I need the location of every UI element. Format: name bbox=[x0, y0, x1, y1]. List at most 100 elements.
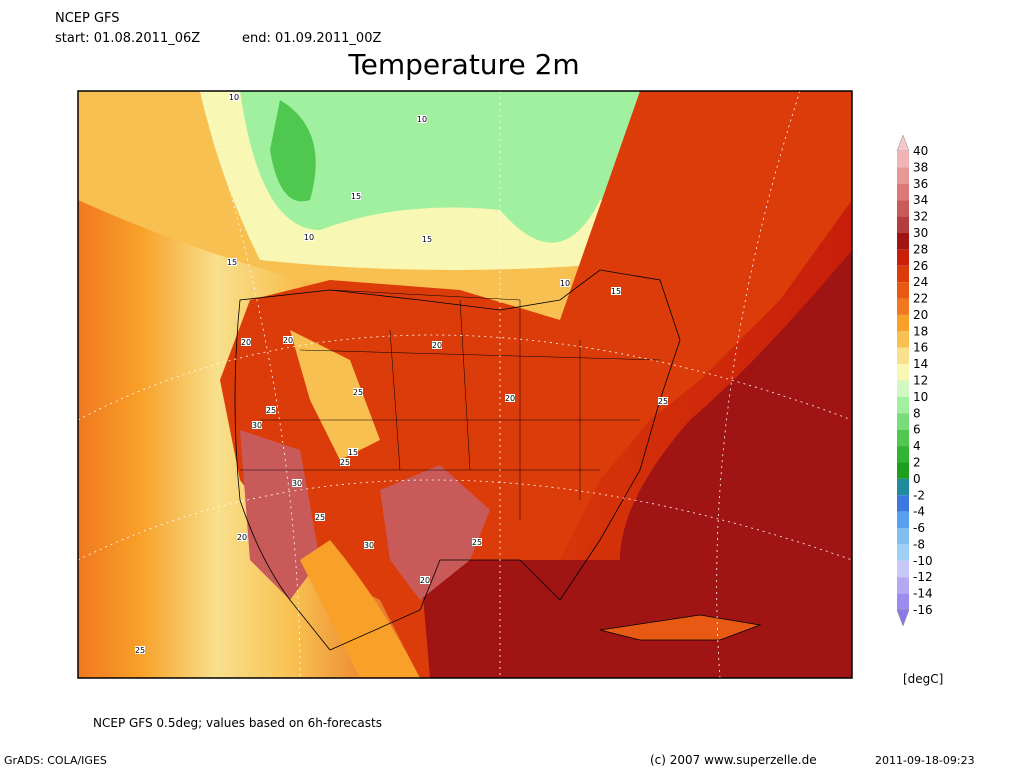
contour-label-bg bbox=[340, 458, 350, 466]
colorbar-label: -14 bbox=[913, 587, 933, 601]
copyright: (c) 2007 www.superzelle.de bbox=[650, 753, 817, 767]
contour-label: 15 bbox=[227, 258, 237, 267]
contour-label-bg bbox=[420, 576, 430, 584]
colorbar-box bbox=[897, 249, 909, 266]
contour-label-bg bbox=[315, 513, 325, 521]
colorbar-label: 38 bbox=[913, 160, 928, 174]
contour-label: 10 bbox=[229, 93, 239, 102]
contour-label-bg bbox=[472, 538, 482, 546]
colorbar-label: 28 bbox=[913, 242, 928, 256]
colorbar-label: 40 bbox=[913, 144, 928, 158]
contour-label-bg bbox=[227, 258, 237, 266]
colorbar-label: 22 bbox=[913, 292, 928, 306]
colorbar-label: 34 bbox=[913, 193, 928, 207]
contour-label-bg bbox=[283, 336, 293, 344]
contour-label: 25 bbox=[135, 646, 145, 655]
colorbar-label: 32 bbox=[913, 210, 928, 224]
colorbar-box bbox=[897, 380, 909, 397]
contour-label: 10 bbox=[560, 279, 570, 288]
map-frame bbox=[77, 90, 853, 679]
colorbar-label: 14 bbox=[913, 357, 928, 371]
contour-label: 20 bbox=[505, 394, 515, 403]
contour-label: 15 bbox=[348, 448, 358, 457]
contour-label-bg bbox=[252, 421, 262, 429]
contour-label: 15 bbox=[611, 287, 621, 296]
colorbar-box bbox=[897, 478, 909, 496]
contour-label: 20 bbox=[237, 533, 247, 542]
contour-label: 10 bbox=[417, 115, 427, 124]
colorbar-label: 12 bbox=[913, 374, 928, 388]
colorbar-box bbox=[897, 593, 909, 610]
contour-label-bg bbox=[266, 406, 276, 414]
contour-label: 30 bbox=[364, 541, 374, 550]
colorbar-label: -6 bbox=[913, 521, 925, 535]
model-name: NCEP GFS bbox=[55, 11, 120, 26]
contour-label-bg bbox=[353, 388, 363, 396]
colorbar-box bbox=[897, 446, 909, 463]
colorbar-arrow bbox=[896, 134, 910, 152]
contour-label: 25 bbox=[340, 458, 350, 467]
contour-label: 25 bbox=[315, 513, 325, 522]
contour-label-bg bbox=[348, 448, 358, 456]
contour-label-bg bbox=[432, 341, 442, 349]
software: GrADS: COLA/IGES bbox=[4, 754, 107, 767]
contour-label: 25 bbox=[353, 388, 363, 397]
contour-label-bg bbox=[560, 279, 570, 287]
colorbar-box bbox=[897, 167, 909, 184]
contour-label-bg bbox=[292, 479, 302, 487]
contour-label: 15 bbox=[351, 192, 361, 201]
note: NCEP GFS 0.5deg; values based on 6h-fore… bbox=[93, 716, 382, 730]
end-time: end: 01.09.2011_00Z bbox=[242, 31, 381, 46]
colorbar-box bbox=[897, 151, 909, 168]
colorbar-label: 8 bbox=[913, 406, 921, 420]
colorbar-label: 36 bbox=[913, 177, 928, 191]
colorbar-label: 30 bbox=[913, 226, 928, 240]
colorbar-label: -12 bbox=[913, 570, 933, 584]
colorbar-label: 2 bbox=[913, 455, 921, 469]
contour-label-bg bbox=[135, 646, 145, 654]
colorbar-box bbox=[897, 528, 909, 545]
colorbar-label: -8 bbox=[913, 537, 925, 551]
colorbar-box bbox=[897, 364, 909, 381]
contour-labels: 10 10 15 10 15 15 10 15 20 20 20 25 20 25 30 25 30 25 30 20… bbox=[135, 93, 668, 655]
title: Temperature 2m bbox=[347, 48, 579, 81]
colorbar-box bbox=[897, 314, 909, 332]
contour-label: 20 bbox=[283, 336, 293, 345]
colorbar-label: 4 bbox=[913, 439, 921, 453]
contour-label: 25 bbox=[472, 538, 482, 547]
contour-label: 20 bbox=[241, 338, 251, 347]
contour-label: 30 bbox=[292, 479, 302, 488]
colorbar-label: 18 bbox=[913, 324, 928, 338]
colorbar-label: 10 bbox=[913, 390, 928, 404]
colorbar-arrow bbox=[896, 609, 910, 627]
colorbar-label: 0 bbox=[913, 472, 921, 486]
contour-label-bg bbox=[505, 394, 515, 402]
colorbar-box bbox=[897, 577, 909, 594]
contour-label-bg bbox=[658, 397, 668, 405]
contour-label: 30 bbox=[252, 421, 262, 430]
contour-label-bg bbox=[351, 192, 361, 200]
colorbar-box bbox=[897, 396, 909, 414]
colorbar-box bbox=[897, 462, 909, 479]
colorbar-box bbox=[897, 282, 909, 299]
contour-label-bg bbox=[417, 115, 427, 123]
colorbar-label: 26 bbox=[913, 259, 928, 273]
contour-label: 10 bbox=[304, 233, 314, 242]
colorbar-box bbox=[897, 232, 909, 250]
map: 10 10 15 10 15 15 10 15 20 20 20 25 20 25 30 25 30 25 30 20… bbox=[78, 91, 852, 678]
colorbar-label: 24 bbox=[913, 275, 928, 289]
contour-label-bg bbox=[237, 533, 247, 541]
colorbar-box bbox=[897, 413, 909, 430]
colorbar-box bbox=[897, 544, 909, 561]
contour-label-bg bbox=[364, 541, 374, 549]
contour-label: 25 bbox=[658, 397, 668, 406]
colorbar-box bbox=[897, 331, 909, 348]
contour-label-bg bbox=[304, 233, 314, 241]
timestamp: 2011-09-18-09:23 bbox=[875, 754, 975, 767]
contour-label: 20 bbox=[420, 576, 430, 585]
colorbar-box bbox=[897, 216, 909, 233]
contour-label: 25 bbox=[266, 406, 276, 415]
colorbar-box bbox=[897, 183, 909, 201]
